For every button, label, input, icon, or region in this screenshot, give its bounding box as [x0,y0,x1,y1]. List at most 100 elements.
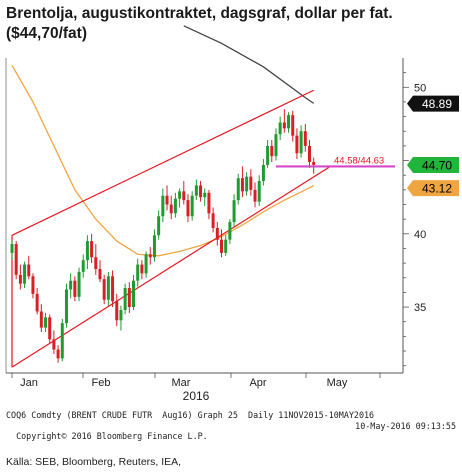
candle [39,304,43,332]
candle-body [152,235,156,258]
candle [194,179,198,201]
candle-body [291,115,295,136]
candle-body [90,241,94,258]
candle [35,288,39,315]
trend-channel [11,89,331,368]
ma200-line [183,25,315,104]
x-tick-label: Mar [172,377,191,389]
x-tick-label: Apr [249,377,266,389]
candle-body [182,191,186,201]
candle [48,314,52,344]
candle [136,258,140,287]
candle [282,109,286,133]
price-badge-ma200: 48.89 [407,95,459,112]
price-badge-label: 48.89 [422,97,452,111]
copyright-text: Copyright© 2016 Bloomberg Finance L.P. [16,431,208,441]
candle [161,188,165,223]
price-badge-label: 43.12 [422,182,452,196]
price-badges: 48.89 44.70 43.12 [407,95,459,197]
price-badge-label: 44.70 [422,158,452,172]
candle [182,181,186,205]
candle [56,345,60,363]
candle-body [48,317,52,340]
candle-body [312,162,316,165]
timestamp-text: 10-May-2016 09:13:55 [355,421,456,431]
candle [152,229,156,262]
candle-body [148,254,152,258]
candle-body [161,195,165,217]
candle [106,271,110,306]
x-tick-label: Feb [92,377,111,389]
candle [224,235,228,256]
candle [14,241,18,280]
candle-body [69,280,73,290]
candle-body [140,264,144,274]
candle [77,267,81,302]
candle [211,207,215,233]
candle [148,247,152,265]
candle [115,293,119,327]
candle-body [186,200,190,217]
candle-body [144,254,148,274]
candle-body [240,178,244,192]
candle-body [303,131,307,146]
y-tick-label: 35 [414,302,426,314]
source-note: Källa: SEB, Bloomberg, Reuters, IEA, [6,456,182,468]
candle [165,185,169,211]
level-label: 44.58/44.63 [334,155,384,166]
candle [228,219,232,245]
candle-body [123,288,127,310]
candle [303,123,307,152]
candle [27,255,31,280]
candle-body [295,135,299,154]
candle-body [18,274,22,284]
candle [18,264,22,290]
candle-body [257,181,261,202]
candle [44,312,48,332]
candle [31,273,35,299]
candle [307,140,311,168]
candle [299,125,303,158]
candle-body [77,271,81,297]
level-annotation: 44.58/44.63 [276,155,395,168]
candle-body [64,289,68,324]
candle-body [132,280,136,308]
candle-body [56,349,60,359]
candle [132,274,136,310]
candle [10,239,14,261]
candle-body [31,276,35,294]
candle [278,116,282,141]
candle [90,233,94,264]
candle [295,128,299,160]
candle [287,112,291,133]
candle-body [287,115,291,129]
candle-body [85,241,89,261]
candle [257,175,261,206]
candle-body [236,178,240,201]
candle [215,222,219,246]
candle [52,330,56,354]
candle-body [282,122,286,129]
candle-body [261,164,265,182]
ma50-series [11,64,315,257]
candle [266,140,270,168]
candle-body [220,239,223,253]
candle-body [14,244,18,275]
candle [81,254,85,278]
candle-body [173,198,177,214]
candle-body [299,131,303,154]
candle-body [39,311,43,328]
candle [178,188,182,208]
candle [232,194,236,227]
candle [73,276,77,302]
channel-upper-line [11,89,314,236]
candle-body [169,204,173,214]
candle-body [106,276,110,300]
candle-body [52,339,56,350]
bloomberg-footer-line1: COQ6 Comdty (BRENT CRUDE FUTR Aug16) Gra… [6,410,375,420]
candle [111,270,115,308]
candle-body [157,216,161,236]
candle-body [228,222,232,240]
candle [119,305,123,331]
